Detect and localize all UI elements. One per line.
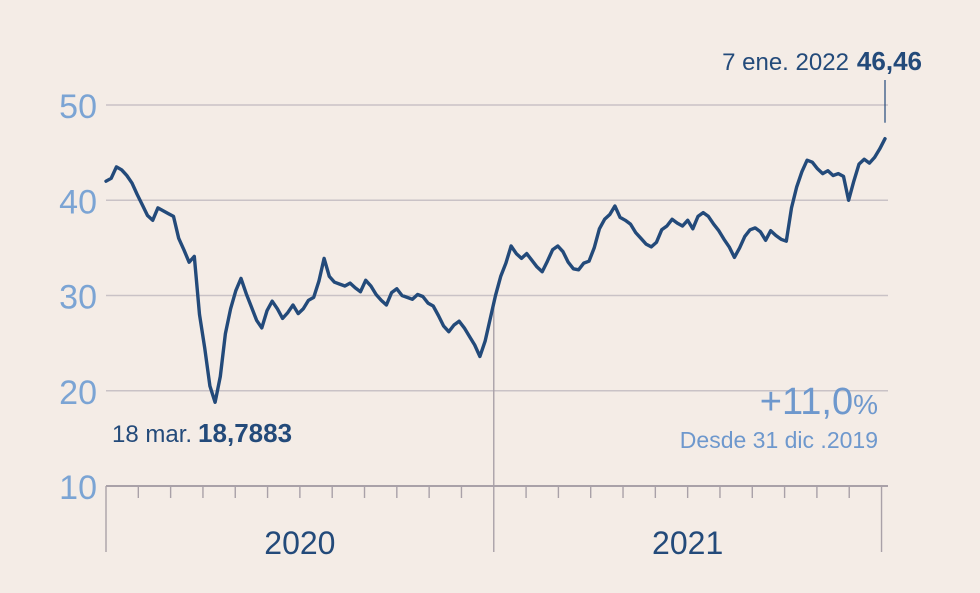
y-tick-labels: 10 20 30 40 50 bbox=[59, 88, 97, 507]
year-label-2021: 2021 bbox=[652, 525, 723, 561]
change-since: Desde 31 dic .2019 bbox=[680, 427, 878, 453]
gridlines bbox=[106, 104, 888, 392]
y-tick-label-10: 10 bbox=[59, 469, 97, 507]
high-annotation: 7 ene. 2022 46,46 bbox=[722, 46, 922, 76]
price-series-line bbox=[104, 137, 887, 404]
change-percent: +11,0% bbox=[760, 381, 878, 423]
low-annotation-value: 18,7883 bbox=[198, 418, 292, 448]
low-annotation-label: 18 mar. bbox=[112, 421, 192, 448]
x-axis bbox=[105, 300, 888, 552]
change-unit: % bbox=[853, 389, 878, 420]
y-tick-label-20: 20 bbox=[59, 374, 97, 412]
year-label-2020: 2020 bbox=[264, 525, 335, 561]
change-value: +11,0 bbox=[760, 381, 853, 423]
low-annotation: 18 mar. 18,7883 bbox=[112, 418, 292, 448]
high-annotation-label: 7 ene. 2022 bbox=[722, 49, 849, 76]
y-tick-label-40: 40 bbox=[59, 183, 97, 221]
high-annotation-value: 46,46 bbox=[857, 46, 922, 76]
y-tick-label-50: 50 bbox=[59, 88, 97, 126]
y-tick-label-30: 30 bbox=[59, 279, 97, 317]
